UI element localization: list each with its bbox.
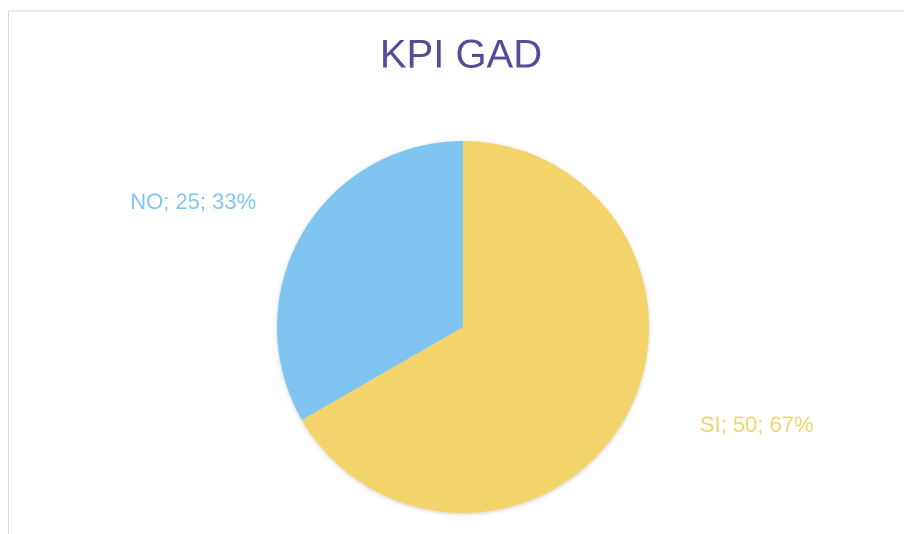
pie-slice <box>277 141 463 420</box>
chart-title: KPI GAD <box>380 33 542 77</box>
pie-slice <box>301 141 649 513</box>
pie <box>277 141 649 513</box>
data-label: NO; 25; 33% <box>130 189 256 214</box>
data-label: SI; 50; 67% <box>700 412 814 437</box>
